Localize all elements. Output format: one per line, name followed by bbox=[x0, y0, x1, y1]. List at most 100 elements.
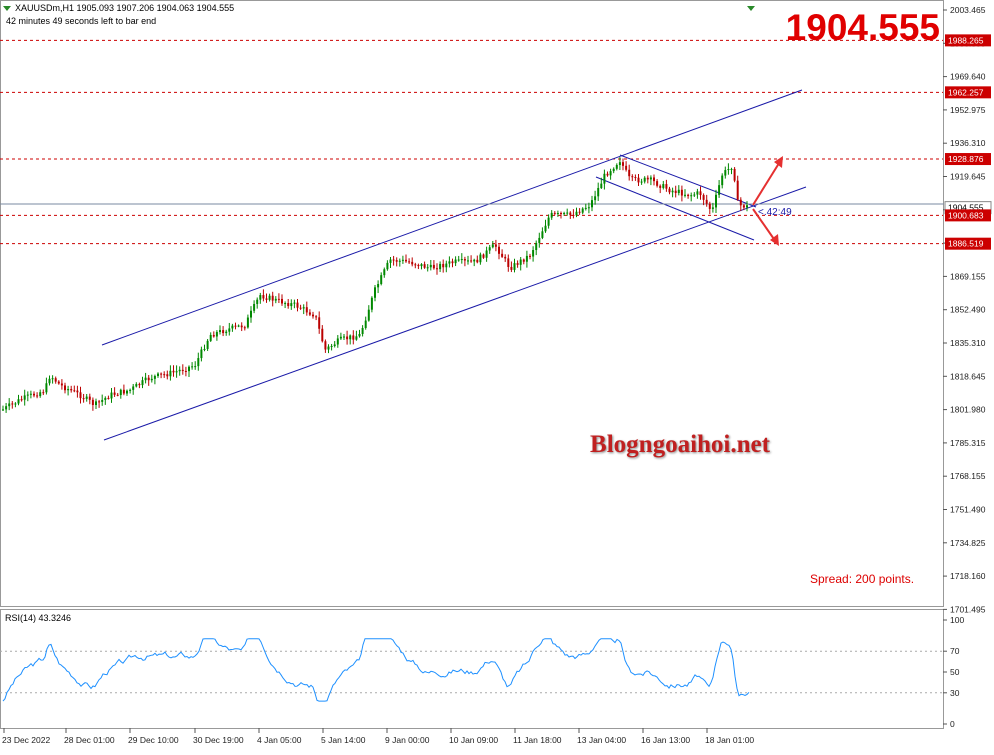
candle-body bbox=[343, 336, 345, 338]
candle-body bbox=[330, 346, 333, 348]
rsi-tick-label: 50 bbox=[950, 667, 960, 677]
price-tick-label: 1835.310 bbox=[950, 338, 986, 348]
candle-body bbox=[312, 314, 314, 317]
candle-body bbox=[293, 302, 296, 304]
candle-body bbox=[374, 287, 376, 298]
candle-body bbox=[470, 260, 473, 262]
candle-body bbox=[535, 242, 538, 251]
candle-body bbox=[736, 180, 739, 200]
candle-body bbox=[318, 317, 321, 329]
candle-body bbox=[194, 366, 197, 368]
candle-body bbox=[693, 194, 696, 196]
flag-upper-line[interactable] bbox=[619, 154, 757, 208]
price-tick-label: 1919.645 bbox=[950, 172, 986, 182]
rsi-tick-label: 100 bbox=[950, 615, 964, 625]
candle-body bbox=[271, 295, 274, 301]
candle-body bbox=[101, 399, 104, 402]
trend-channels[interactable] bbox=[101, 89, 807, 441]
candle-body bbox=[203, 348, 206, 350]
candle-body bbox=[45, 383, 48, 393]
candle-body bbox=[274, 298, 277, 301]
candle-body bbox=[429, 264, 432, 268]
candle-body bbox=[405, 259, 407, 262]
candle-body bbox=[417, 264, 420, 267]
price-tick-label: 1852.490 bbox=[950, 305, 986, 315]
shift-marker-icon[interactable] bbox=[747, 6, 755, 11]
horizontal-levels[interactable]: 1988.265 1962.257 1928.876 1900.683 1886.519 bbox=[0, 34, 991, 250]
candle-body bbox=[556, 213, 559, 215]
time-tick-label: 30 Dec 19:00 bbox=[193, 735, 244, 745]
candle-body bbox=[622, 162, 624, 166]
price-tick-label: 1952.975 bbox=[950, 105, 986, 115]
candle-body bbox=[587, 207, 590, 209]
up-arrow-head-icon bbox=[774, 156, 783, 168]
time-tick-label: 9 Jan 00:00 bbox=[385, 735, 430, 745]
candle-body bbox=[414, 264, 417, 266]
price-tick-label: 1801.980 bbox=[950, 405, 986, 415]
price-tick-label: 1785.315 bbox=[950, 438, 986, 448]
candle-body bbox=[696, 191, 699, 195]
candle-body bbox=[265, 298, 268, 300]
upper-channel-line[interactable] bbox=[101, 89, 803, 346]
candle-body bbox=[181, 369, 184, 371]
candle-body bbox=[451, 261, 454, 264]
flag-lower-line[interactable] bbox=[595, 176, 755, 241]
candle-body bbox=[281, 298, 283, 304]
time-tick-label: 29 Dec 10:00 bbox=[128, 735, 179, 745]
rsi-tick-label: 30 bbox=[950, 688, 960, 698]
candle-body bbox=[436, 268, 438, 270]
chart-menu-triangle-icon[interactable] bbox=[3, 6, 11, 11]
candle-body bbox=[553, 212, 556, 214]
candle-body bbox=[76, 390, 79, 393]
candle-body bbox=[200, 349, 203, 359]
candle-body bbox=[560, 213, 562, 215]
candle-body bbox=[299, 307, 302, 309]
candle-body bbox=[656, 181, 659, 186]
candle-body bbox=[594, 196, 597, 201]
candle-body bbox=[674, 190, 677, 194]
candle-body bbox=[600, 183, 603, 188]
candle-body bbox=[197, 358, 200, 367]
candle-body bbox=[547, 217, 550, 226]
candle-body bbox=[467, 260, 469, 262]
candlesticks bbox=[2, 157, 748, 413]
candle-body bbox=[634, 177, 637, 179]
price-tick-label: 1869.155 bbox=[950, 271, 986, 281]
candle-body bbox=[563, 213, 566, 215]
candle-body bbox=[14, 403, 17, 405]
candle-body bbox=[178, 369, 181, 372]
candle-body bbox=[246, 317, 249, 328]
candle-body bbox=[157, 373, 159, 376]
candle-body bbox=[119, 389, 122, 396]
candle-body bbox=[482, 254, 485, 258]
candle-body bbox=[705, 199, 708, 204]
candle-body bbox=[240, 325, 243, 328]
candle-body bbox=[411, 261, 414, 265]
candle-body bbox=[88, 396, 91, 400]
candle-body bbox=[150, 378, 153, 381]
candle-body bbox=[268, 295, 271, 300]
candle-body bbox=[653, 177, 655, 182]
candle-body bbox=[460, 259, 463, 261]
candle-body bbox=[138, 384, 141, 386]
candle-body bbox=[426, 267, 429, 269]
time-tick-label: 5 Jan 14:00 bbox=[321, 735, 366, 745]
candle-body bbox=[107, 397, 110, 399]
current-price-label: 1904.555 bbox=[948, 203, 984, 213]
candle-body bbox=[377, 283, 380, 288]
candle-body bbox=[39, 392, 42, 397]
candle-body bbox=[724, 170, 727, 176]
lower-channel-line[interactable] bbox=[103, 186, 807, 441]
candle-body bbox=[389, 259, 392, 263]
candle-body bbox=[336, 338, 339, 345]
candle-body bbox=[532, 250, 535, 257]
watermark: Blogngoaihoi.net bbox=[590, 431, 771, 458]
candle-body bbox=[507, 258, 510, 267]
level-price-box bbox=[945, 209, 991, 222]
candle-body bbox=[454, 259, 457, 264]
rsi-line bbox=[2, 638, 750, 702]
candle-body bbox=[519, 259, 522, 265]
candle-body bbox=[215, 332, 218, 337]
